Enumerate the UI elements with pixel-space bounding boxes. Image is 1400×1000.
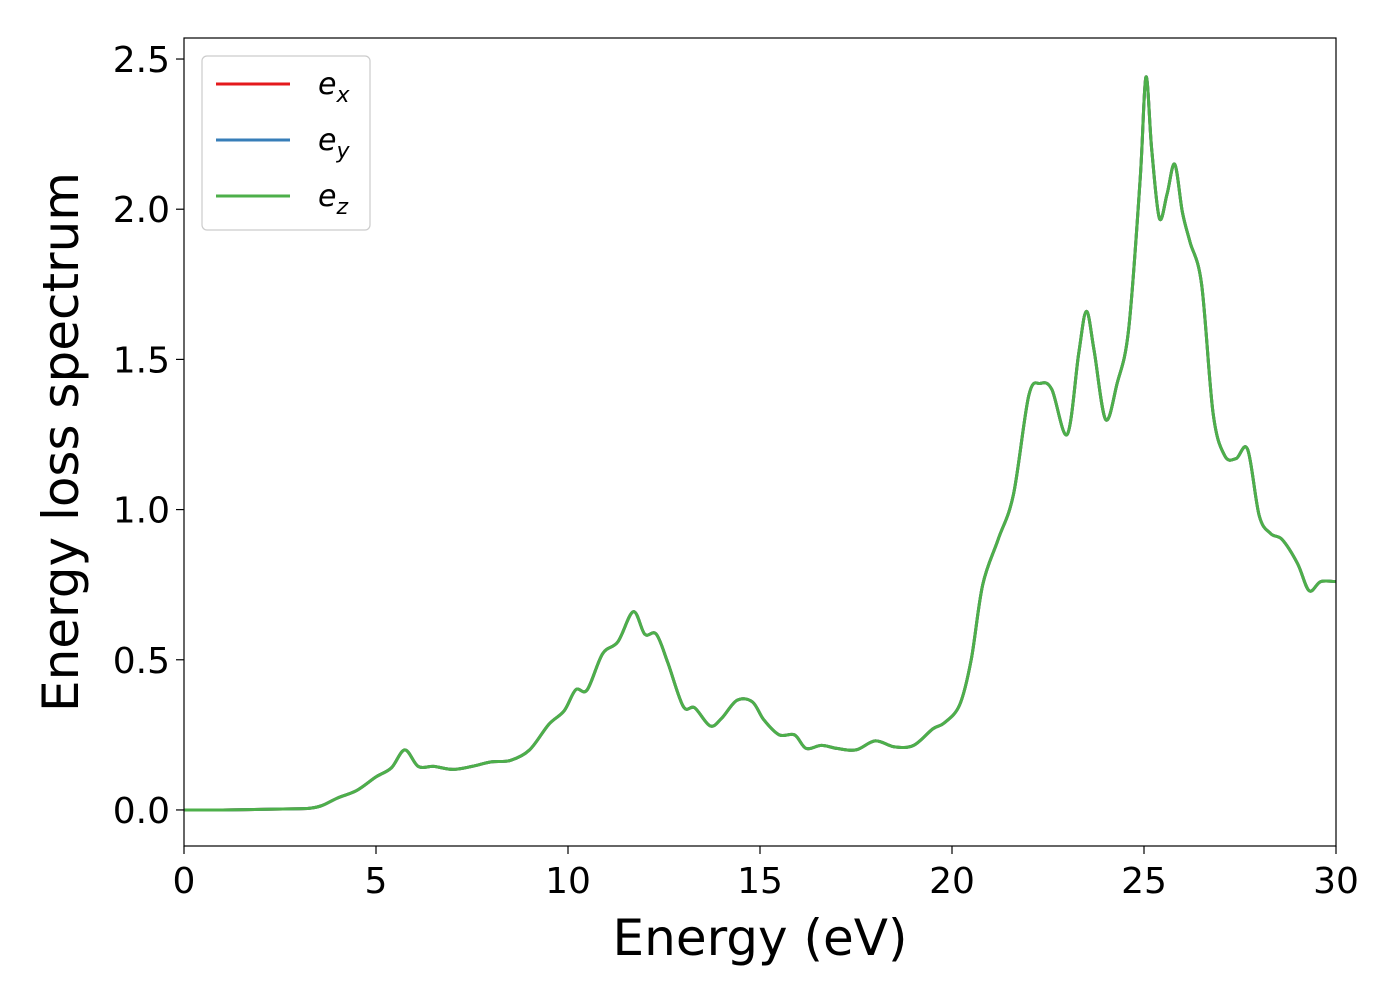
y-tick-label: 0.0 <box>113 791 170 832</box>
x-tick-label: 30 <box>1313 861 1359 902</box>
legend-box <box>201 55 371 231</box>
legend-item-e-x: ex <box>216 67 350 108</box>
x-axis-label: Energy (eV) <box>613 909 908 967</box>
axis-ticks: 0 5 10 15 20 25 30 0.0 0.5 1.0 1.5 2.0 2.5 <box>113 40 1359 902</box>
y-tick-label: 1.5 <box>113 340 170 381</box>
legend-label: ex <box>318 67 350 108</box>
legend-label: ey <box>318 123 350 164</box>
y-axis-label: Energy loss spectrum <box>32 172 90 712</box>
x-tick-label: 25 <box>1121 861 1167 902</box>
legend-item-e-z: ez <box>216 179 348 220</box>
legend: ex ey ez <box>201 55 371 231</box>
x-tick-label: 20 <box>929 861 975 902</box>
x-tick-label: 5 <box>365 861 388 902</box>
y-tick-label: 2.5 <box>113 40 170 81</box>
x-tick-label: 10 <box>545 861 591 902</box>
x-tick-label: 15 <box>737 861 783 902</box>
y-tick-label: 2.0 <box>113 190 170 231</box>
x-tick-label: 0 <box>173 861 196 902</box>
y-tick-label: 0.5 <box>113 641 170 682</box>
legend-label: ez <box>318 179 348 220</box>
series-lines <box>184 75 1336 812</box>
series-line-e-z <box>184 75 1336 812</box>
legend-item-e-y: ey <box>216 123 350 164</box>
y-tick-label: 1.0 <box>113 491 170 532</box>
